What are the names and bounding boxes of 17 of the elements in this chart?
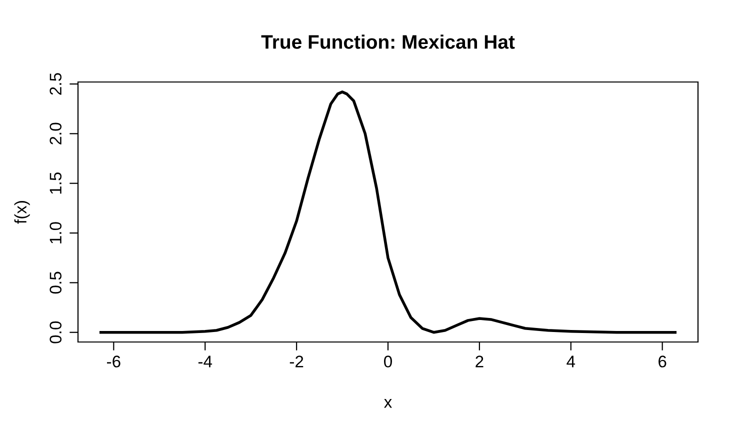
- line-series: [99, 90, 677, 334]
- y-axis-title: f(x): [14, 201, 30, 224]
- chart-title: True Function: Mexican Hat: [261, 34, 515, 49]
- y-tick-label: 0.0: [50, 321, 62, 344]
- x-tick-label: 6: [658, 356, 666, 368]
- x-tick-label: -2: [290, 356, 304, 368]
- x-tick-label: -4: [198, 356, 212, 368]
- x-tick-label: 2: [476, 356, 484, 368]
- y-tick-label: 2.5: [50, 73, 62, 95]
- x-tick-label: 4: [566, 356, 576, 368]
- x-tick-label: 0: [384, 356, 392, 368]
- x-axis-title: x: [384, 399, 392, 408]
- y-tick-label: 1.5: [50, 172, 62, 194]
- y-tick-label: 2.0: [50, 122, 62, 144]
- y-tick-label: 0.5: [50, 272, 62, 294]
- x-tick-label: -6: [106, 356, 120, 368]
- y-tick-label: 1.0: [50, 222, 62, 244]
